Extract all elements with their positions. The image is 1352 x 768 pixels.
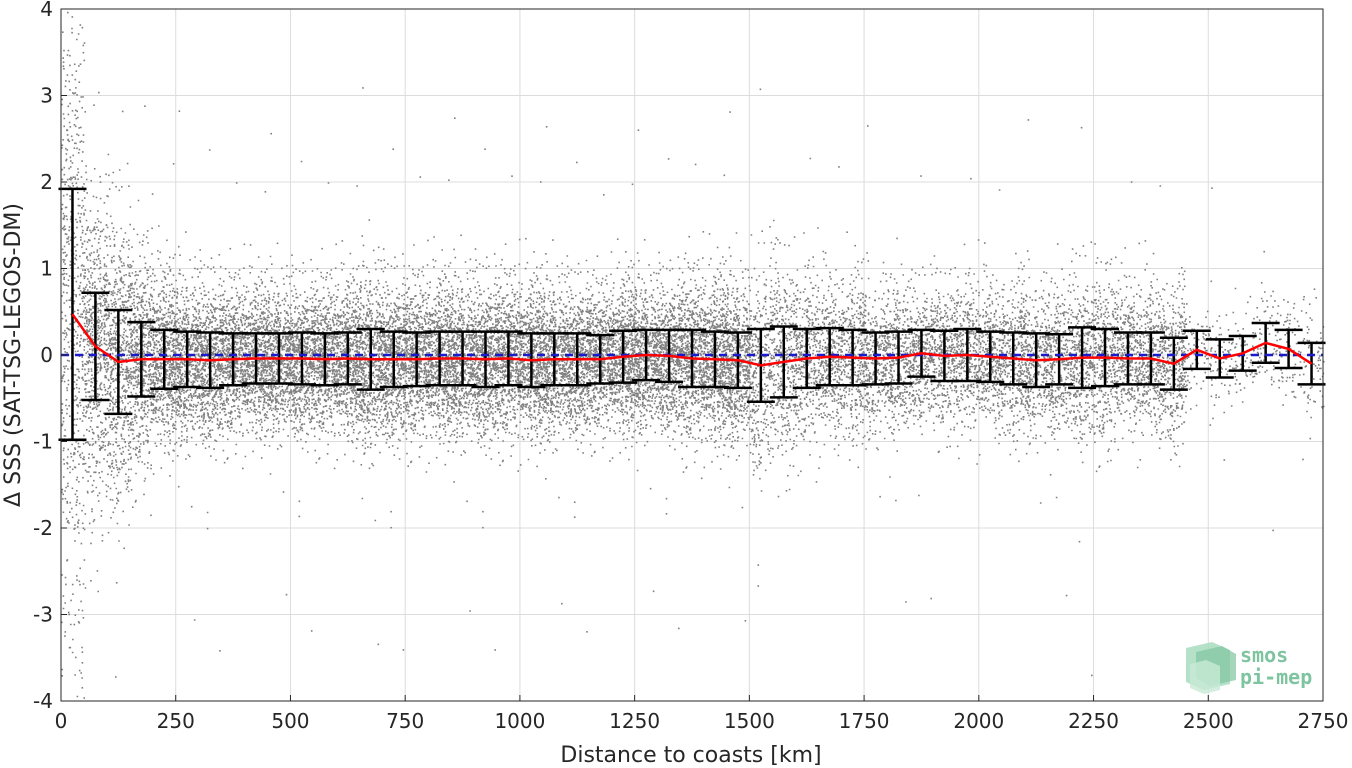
mean-point <box>599 358 601 360</box>
x-tick-label: 2750 <box>1298 709 1349 733</box>
mean-point <box>163 358 165 360</box>
mean-point <box>645 354 647 356</box>
mean-point <box>553 358 555 360</box>
mean-point <box>783 361 785 363</box>
x-ticks: 0 250 500 750 1000 1250 1500 1750 2000 2250 2500 27… <box>55 695 1349 733</box>
mean-point <box>943 355 945 357</box>
mean-point <box>255 357 257 359</box>
mean-point <box>1265 342 1267 344</box>
logo-mark-icon <box>1186 642 1236 694</box>
x-tick-label: 1750 <box>839 709 890 733</box>
mean-point <box>852 357 854 359</box>
mean-point <box>71 313 73 315</box>
mean-point <box>117 361 119 363</box>
mean-point <box>416 358 418 360</box>
mean-point <box>989 356 991 358</box>
y-tick-label: 1 <box>40 257 53 281</box>
x-tick-label: 0 <box>55 709 68 733</box>
x-tick-label: 1000 <box>494 709 545 733</box>
y-tick-label: 3 <box>40 84 53 108</box>
mean-point <box>875 357 877 359</box>
x-tick-label: 250 <box>157 709 195 733</box>
y-tick-label: 4 <box>40 0 53 21</box>
mean-point <box>1058 358 1060 360</box>
mean-point <box>370 358 372 360</box>
y-tick-label: 2 <box>40 170 53 194</box>
mean-point <box>806 357 808 359</box>
mean-point <box>507 357 509 359</box>
mean-point <box>301 357 303 359</box>
mean-line <box>71 313 1313 367</box>
mean-point <box>1242 352 1244 354</box>
mean-point <box>1173 363 1175 365</box>
mean-point <box>1196 349 1198 351</box>
y-tick-label: -2 <box>33 516 53 540</box>
mean-point <box>966 354 968 356</box>
mean-point <box>1311 363 1313 365</box>
mean-point <box>232 358 234 360</box>
mean-point <box>186 358 188 360</box>
x-tick-label: 2250 <box>1068 709 1119 733</box>
mean-point <box>622 356 624 358</box>
y-axis-label: Δ SSS (SAT-TSG-LEGOS-DM) <box>1 203 26 507</box>
mean-point <box>691 357 693 359</box>
mean-point <box>278 357 280 359</box>
y-tick-label: -4 <box>33 689 53 713</box>
mean-point <box>1104 357 1106 359</box>
mean-point <box>737 359 739 361</box>
x-tick-label: 1500 <box>724 709 775 733</box>
mean-point <box>484 358 486 360</box>
mean-point <box>714 358 716 360</box>
logo-text-line2: pi-mep <box>1240 665 1312 689</box>
mean-point <box>576 358 578 360</box>
x-axis-label: Distance to coasts [km] <box>560 743 821 768</box>
mean-point <box>209 359 211 361</box>
mean-point <box>1127 357 1129 359</box>
mean-point <box>1288 348 1290 350</box>
mean-point <box>829 356 831 358</box>
y-tick-label: 0 <box>40 343 53 367</box>
mean-point <box>668 355 670 357</box>
mean-point <box>94 345 96 347</box>
mean-point <box>1219 357 1221 359</box>
mean-point <box>1150 357 1152 359</box>
y-ticks: -4 -3 -2 -1 0 1 2 3 4 <box>33 0 67 713</box>
mean-point <box>1012 357 1014 359</box>
mean-point <box>462 357 464 359</box>
mean-point <box>920 352 922 354</box>
x-tick-label: 500 <box>271 709 309 733</box>
logo-text-line1: smos <box>1240 643 1288 667</box>
mean-point <box>393 358 395 360</box>
mean-point <box>530 359 532 361</box>
mean-point <box>439 357 441 359</box>
y-tick-label: -1 <box>33 430 53 454</box>
x-tick-label: 1250 <box>609 709 660 733</box>
x-tick-label: 750 <box>386 709 424 733</box>
mean-point <box>1035 359 1037 361</box>
x-tick-label: 2500 <box>1183 709 1234 733</box>
mean-point <box>324 358 326 360</box>
mean-point <box>1081 357 1083 359</box>
mean-point <box>898 357 900 359</box>
x-tick-label: 2000 <box>953 709 1004 733</box>
mean-point <box>140 358 142 360</box>
mean-point <box>347 357 349 359</box>
mean-point <box>760 364 762 366</box>
logo: smos pi-mep <box>1186 642 1312 694</box>
y-tick-label: -3 <box>33 603 53 627</box>
